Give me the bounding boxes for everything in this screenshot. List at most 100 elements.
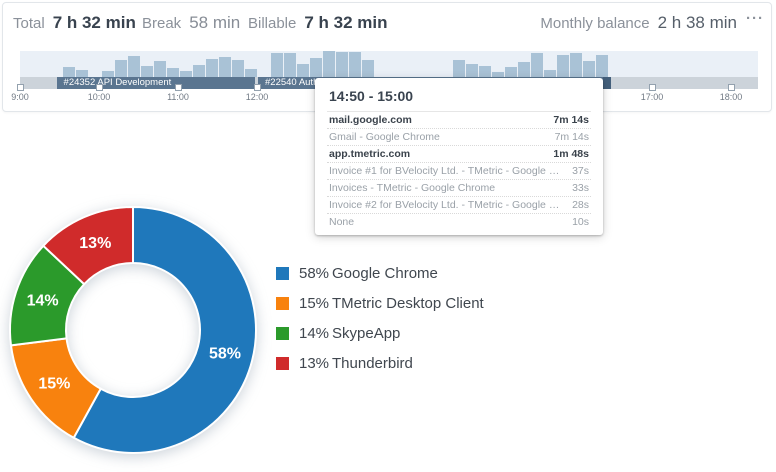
legend-item: 15% TMetric Desktop Client [276, 295, 484, 312]
histogram-bar[interactable] [206, 59, 218, 77]
histogram-bar[interactable] [102, 71, 114, 77]
activity-histogram [20, 51, 758, 77]
legend-swatch [276, 357, 289, 370]
legend-item: 14% SkypeApp [276, 325, 484, 342]
histogram-bar[interactable] [154, 61, 166, 77]
histogram-bar[interactable] [557, 55, 569, 77]
time-tick [649, 84, 656, 91]
legend-label: Thunderbird [332, 355, 413, 372]
histogram-bar[interactable] [596, 55, 608, 77]
histogram-bar[interactable] [323, 51, 335, 77]
tooltip-row-name: Invoice #1 for BVelocity Ltd. - TMetric … [329, 165, 561, 177]
tooltip-row: mail.google.com 7m 14s [327, 112, 591, 129]
histogram-bar[interactable] [284, 53, 296, 77]
tooltip-row-time: 1m 48s [553, 148, 589, 160]
histogram-bar[interactable] [76, 70, 88, 77]
time-tick-label: 12:00 [245, 92, 269, 102]
histogram-bar[interactable] [518, 62, 530, 77]
total-label: Total [13, 15, 45, 32]
legend-swatch [276, 297, 289, 310]
histogram-bar[interactable] [180, 71, 192, 77]
time-tick [728, 84, 735, 91]
histogram-bar[interactable] [505, 67, 517, 77]
histogram-bar[interactable] [570, 53, 582, 77]
tooltip-row-time: 7m 14s [553, 114, 589, 126]
histogram-bar[interactable] [115, 60, 127, 77]
legend-percent: 14% [299, 325, 330, 342]
tooltip-rows: mail.google.com 7m 14s Gmail - Google Chro… [327, 112, 591, 230]
donut-slice-percent-label: 15% [38, 375, 70, 392]
time-tick-label: 18:00 [719, 92, 743, 102]
histogram-bar[interactable] [544, 70, 556, 77]
tooltip-row-name: Gmail - Google Chrome [329, 131, 440, 143]
tooltip-row: Gmail - Google Chrome 7m 14s [327, 129, 591, 146]
overflow-menu-button[interactable]: ··· [744, 8, 766, 30]
histogram-bar[interactable] [583, 61, 595, 77]
tooltip-title: 14:50 - 15:00 [327, 86, 591, 112]
histogram-bar[interactable] [128, 56, 140, 77]
time-tick [96, 84, 103, 91]
billable-label: Billable [248, 15, 297, 32]
break-label: Break [142, 15, 182, 32]
histogram-bar[interactable] [492, 72, 504, 77]
task-segment-label: #22540 Authori [265, 77, 329, 88]
segment-end-handle[interactable] [602, 77, 611, 89]
histogram-bar[interactable] [362, 60, 374, 77]
histogram-bar[interactable] [531, 53, 543, 77]
billable-value: 7 h 32 min [304, 13, 388, 32]
histogram-bar[interactable] [167, 68, 179, 77]
monthly-balance-value: 2 h 38 min [657, 13, 737, 32]
task-segment[interactable]: #24352 API Development [56, 77, 255, 89]
legend-percent: 13% [299, 355, 330, 372]
donut-slice-google-chrome[interactable] [72, 205, 257, 454]
tooltip-row: Invoices - TMetric - Google Chrome 33s [327, 180, 591, 197]
histogram-bar[interactable] [310, 58, 322, 77]
tooltip-row-name: Invoices - TMetric - Google Chrome [329, 182, 496, 194]
total-value: 7 h 32 min [52, 13, 136, 32]
tooltip-row-name: None [329, 216, 355, 228]
legend-percent: 15% [299, 295, 330, 312]
histogram-bar[interactable] [271, 53, 283, 77]
legend-item: 58% Google Chrome [276, 265, 484, 282]
time-tick-label: 10:00 [87, 92, 111, 102]
donut-svg: 58% 15% 14% 13% [9, 205, 257, 454]
histogram-bar[interactable] [453, 60, 465, 77]
histogram-bar[interactable] [336, 52, 348, 77]
histogram-bar[interactable] [219, 57, 231, 77]
histogram-bar[interactable] [63, 67, 75, 77]
donut-slice-percent-label: 13% [79, 235, 111, 252]
histogram-bar[interactable] [245, 69, 257, 77]
time-tick-label: 17:00 [640, 92, 664, 102]
legend-label: SkypeApp [332, 325, 401, 342]
total-stat: Total 7 h 32 min [13, 13, 136, 35]
legend-item: 13% Thunderbird [276, 355, 484, 372]
monthly-balance-label: Monthly balance [540, 15, 650, 32]
tooltip-row-time: 33s [572, 182, 589, 194]
time-tick [175, 84, 182, 91]
histogram-bar[interactable] [479, 66, 491, 77]
legend-swatch [276, 267, 289, 280]
break-stat: Break 58 min [142, 13, 240, 35]
legend-swatch [276, 327, 289, 340]
time-tick [17, 84, 24, 91]
histogram-bar[interactable] [297, 64, 309, 77]
tooltip-row: None 10s [327, 214, 591, 230]
tooltip-row: Invoice #1 for BVelocity Ltd. - TMetric … [327, 163, 591, 180]
task-segment-label: #24352 API Development [63, 77, 172, 88]
time-tick-label: 11:00 [167, 92, 189, 102]
tooltip-row-name: Invoice #2 for BVelocity Ltd. - TMetric … [329, 199, 561, 211]
donut-slice-thunderbird[interactable] [41, 205, 134, 286]
tooltip-row-time: 10s [572, 216, 589, 228]
histogram-bar[interactable] [232, 60, 244, 77]
break-value: 58 min [189, 13, 241, 32]
histogram-bar[interactable] [349, 52, 361, 77]
time-tick-label: 9:00 [11, 92, 29, 102]
histogram-bar[interactable] [193, 65, 205, 77]
time-tick [254, 84, 261, 91]
legend-percent: 58% [299, 265, 330, 282]
histogram-bar[interactable] [466, 64, 478, 77]
donut-slice-percent-label: 58% [209, 346, 241, 363]
histogram-bar[interactable] [141, 66, 153, 77]
donut-slice-percent-label: 14% [27, 293, 59, 310]
